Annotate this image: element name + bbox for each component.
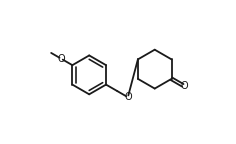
Text: O: O [181,81,188,91]
Text: O: O [124,92,132,102]
Text: O: O [57,54,65,64]
